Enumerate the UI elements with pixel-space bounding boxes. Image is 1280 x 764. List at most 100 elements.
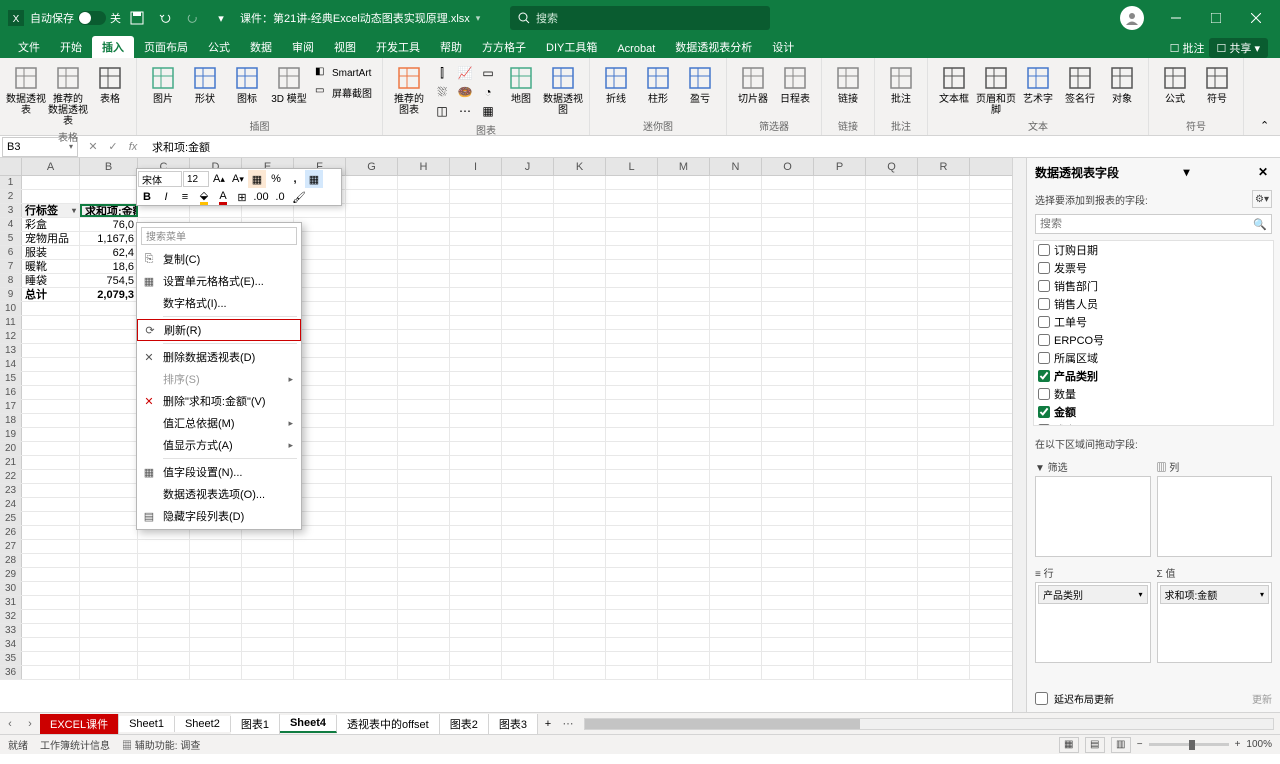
cell[interactable] — [502, 176, 554, 189]
ctx-item[interactable]: 数据透视表选项(O)... — [137, 483, 301, 505]
cell[interactable] — [22, 372, 80, 385]
cell[interactable] — [606, 260, 658, 273]
cell[interactable] — [450, 260, 502, 273]
cell[interactable] — [554, 512, 606, 525]
chart-type-icon[interactable]: ◔ — [477, 83, 499, 101]
filename[interactable]: 课件：第21讲-经典Excel动态图表实现原理.xlsx▾ — [240, 10, 480, 26]
cell[interactable] — [190, 582, 242, 595]
cell[interactable] — [918, 568, 970, 581]
cell[interactable] — [190, 540, 242, 553]
cell[interactable] — [450, 568, 502, 581]
cell[interactable] — [346, 512, 398, 525]
cell[interactable] — [138, 624, 190, 637]
cell[interactable] — [918, 302, 970, 315]
cell[interactable] — [658, 540, 710, 553]
cell[interactable] — [80, 344, 138, 357]
cell[interactable] — [658, 232, 710, 245]
sheet-tab[interactable]: Sheet4 — [280, 715, 337, 733]
decimal-inc-icon[interactable]: .00 — [252, 188, 270, 206]
status-acc[interactable]: ▦ 辅助功能: 调查 — [122, 737, 200, 752]
cell[interactable] — [866, 232, 918, 245]
cell[interactable] — [502, 540, 554, 553]
cell[interactable] — [814, 610, 866, 623]
cell[interactable] — [450, 218, 502, 231]
cell[interactable] — [450, 428, 502, 441]
cell[interactable] — [762, 456, 814, 469]
sheet-tab[interactable]: Sheet2 — [175, 716, 231, 732]
cell[interactable] — [138, 638, 190, 651]
cell[interactable] — [502, 470, 554, 483]
cell[interactable] — [658, 666, 710, 679]
cell[interactable] — [918, 498, 970, 511]
cell[interactable] — [658, 260, 710, 273]
ribbon-数据透视表[interactable]: 数据透视表 — [6, 60, 46, 127]
sheet-tab[interactable]: Sheet1 — [119, 716, 175, 732]
cell[interactable] — [814, 456, 866, 469]
cell[interactable] — [80, 512, 138, 525]
cell[interactable] — [658, 358, 710, 371]
cell[interactable] — [502, 246, 554, 259]
cell[interactable] — [80, 596, 138, 609]
cell[interactable] — [294, 666, 346, 679]
cell[interactable] — [762, 624, 814, 637]
font-color-icon[interactable]: A — [214, 188, 232, 206]
cell[interactable] — [138, 596, 190, 609]
cell[interactable] — [814, 512, 866, 525]
cell[interactable] — [398, 554, 450, 567]
cell[interactable]: 1,167,6 — [80, 232, 138, 245]
cell[interactable] — [346, 274, 398, 287]
cell[interactable] — [866, 456, 918, 469]
cell[interactable] — [762, 596, 814, 609]
cell[interactable] — [606, 428, 658, 441]
cell[interactable] — [710, 428, 762, 441]
cell[interactable] — [710, 498, 762, 511]
cell[interactable] — [22, 456, 80, 469]
cell[interactable] — [138, 666, 190, 679]
cell[interactable] — [22, 400, 80, 413]
cell[interactable] — [762, 498, 814, 511]
cell[interactable] — [398, 652, 450, 665]
cell[interactable] — [554, 302, 606, 315]
cell[interactable] — [450, 624, 502, 637]
cell[interactable] — [658, 498, 710, 511]
horizontal-scrollbar[interactable] — [584, 718, 1274, 730]
cell[interactable] — [294, 652, 346, 665]
field-item[interactable]: 销售人员 — [1034, 295, 1273, 313]
cell[interactable] — [346, 540, 398, 553]
cell[interactable] — [80, 610, 138, 623]
field-item[interactable]: 产品类别 — [1034, 367, 1273, 385]
cell[interactable] — [502, 638, 554, 651]
cell[interactable] — [22, 414, 80, 427]
cell[interactable]: 求和项:金额 — [80, 204, 138, 217]
cell[interactable] — [190, 624, 242, 637]
cell[interactable] — [502, 624, 554, 637]
cell[interactable] — [502, 498, 554, 511]
cell[interactable] — [80, 386, 138, 399]
chart-type-icon[interactable]: 📈 — [454, 64, 476, 82]
cell[interactable] — [242, 610, 294, 623]
cell[interactable] — [398, 316, 450, 329]
cell[interactable] — [814, 330, 866, 343]
cell[interactable] — [762, 666, 814, 679]
cell[interactable] — [398, 176, 450, 189]
cell[interactable] — [814, 204, 866, 217]
cell[interactable] — [22, 610, 80, 623]
cell[interactable] — [762, 638, 814, 651]
cell[interactable] — [866, 386, 918, 399]
cell[interactable] — [710, 624, 762, 637]
comma-icon[interactable]: , — [286, 170, 304, 188]
cell[interactable] — [80, 442, 138, 455]
cell[interactable] — [866, 512, 918, 525]
cell[interactable] — [606, 204, 658, 217]
cell[interactable] — [710, 274, 762, 287]
cell[interactable] — [658, 456, 710, 469]
cell[interactable] — [22, 344, 80, 357]
cell[interactable] — [606, 246, 658, 259]
cell[interactable] — [346, 386, 398, 399]
cell[interactable] — [606, 456, 658, 469]
cell[interactable] — [658, 386, 710, 399]
cell[interactable] — [346, 190, 398, 203]
cell[interactable] — [80, 330, 138, 343]
cell[interactable] — [80, 372, 138, 385]
cell[interactable] — [606, 400, 658, 413]
